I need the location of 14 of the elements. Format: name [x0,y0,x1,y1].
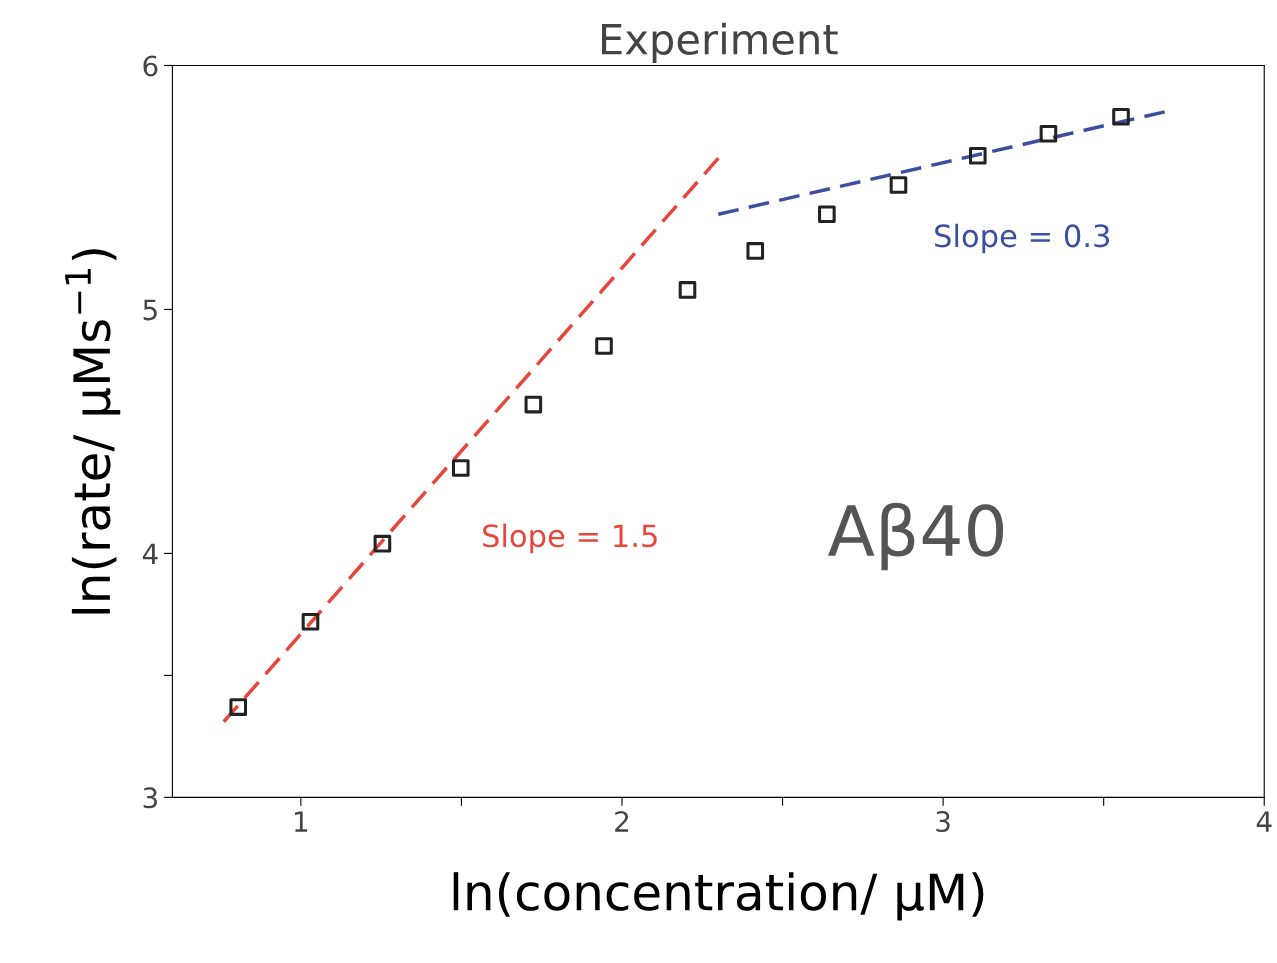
x-tick-label: 1 [295,811,308,832]
y-tick-label: 6 [143,55,158,77]
x-tick-label: 3 [936,811,950,833]
annotation: Aβ40 [828,502,1004,571]
x-axis-title: ln(concentration/ µM) [453,872,984,921]
y-axis-title: ln(rate/ µMs$^{−1}$) [65,249,121,614]
x-tick-label: 4 [1256,811,1272,832]
x-tick-label: 2 [615,811,629,832]
series-label: Slope = 0.3 [935,223,1110,254]
chart-title: Experiment [602,22,838,64]
y-tick-label: 3 [143,787,157,809]
y-tick-label: 4 [142,543,158,564]
y-tick-label: 5 [143,299,157,321]
text: Slope = 1.5 [483,523,657,554]
